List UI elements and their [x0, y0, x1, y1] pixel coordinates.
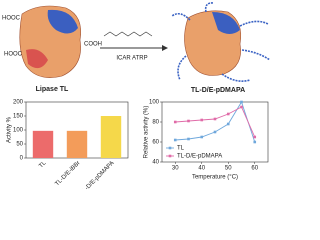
plot-frame [161, 101, 269, 163]
y-tick-label: 150 [13, 114, 24, 120]
protein-region [47, 9, 78, 34]
x-tick-label: 30 [172, 166, 179, 172]
label: HOOC [2, 16, 21, 22]
label: TL-D/E-pDMAPA [191, 87, 245, 94]
y-tick-label: 0 [20, 156, 24, 162]
marker [200, 135, 204, 139]
label: HOOC [4, 52, 23, 58]
bar [32, 130, 54, 158]
marker [226, 122, 230, 126]
y-tick-label: 100 [149, 100, 160, 106]
legend-marker [168, 146, 172, 150]
x-tick-label: TL-D/E-iBBr [54, 160, 81, 187]
protein-region [26, 49, 48, 69]
monomer-structure [103, 31, 153, 37]
arrowhead [162, 45, 168, 51]
marker [200, 118, 204, 122]
figure: HOOC HOOC COOH ICAR ATRP Lipase TL TL-D/… [2, 2, 271, 189]
marker [253, 135, 257, 139]
x-tick-label: 40 [198, 166, 205, 172]
y-tick-label: 60 [152, 140, 159, 146]
legend-label: TL-D/E-pDMAPA [177, 154, 222, 160]
marker [187, 137, 190, 141]
bar [66, 130, 88, 158]
marker [253, 140, 257, 144]
y-tick-label: 50 [16, 142, 23, 148]
marker [240, 105, 243, 109]
y-tick-label: 80 [152, 120, 159, 126]
y-tick-label: 200 [13, 100, 24, 106]
marker [187, 119, 190, 123]
schematic: HOOC HOOC COOH ICAR ATRP Lipase TL TL-D/… [2, 2, 271, 94]
polymer-chains [171, 2, 271, 82]
x-tick-label: 50 [225, 166, 232, 172]
y-tick-label: 40 [152, 160, 159, 166]
marker [213, 117, 217, 121]
legend-marker [168, 154, 172, 158]
bar [100, 116, 122, 158]
marker [213, 130, 217, 134]
marker [173, 138, 177, 142]
arrow-label: ICAR ATRP [116, 56, 147, 62]
y-axis-title: Relative activity (%) [144, 106, 150, 159]
protein-region [212, 12, 240, 34]
y-axis-title: Activity % [7, 116, 13, 143]
marker [240, 100, 243, 104]
x-tick-label: 60 [251, 166, 258, 172]
x-tick-label: TL [38, 160, 48, 170]
label: Lipase TL [36, 86, 69, 93]
legend-label: TL [177, 146, 185, 152]
label: COOH [84, 42, 102, 48]
x-axis-title: Temperature (°C) [192, 175, 238, 181]
marker [173, 120, 177, 124]
marker [226, 112, 230, 116]
series-line [175, 100, 256, 143]
x-tick-label: TL-D/E-pDMAPA [79, 160, 115, 189]
y-tick-label: 100 [13, 128, 24, 134]
